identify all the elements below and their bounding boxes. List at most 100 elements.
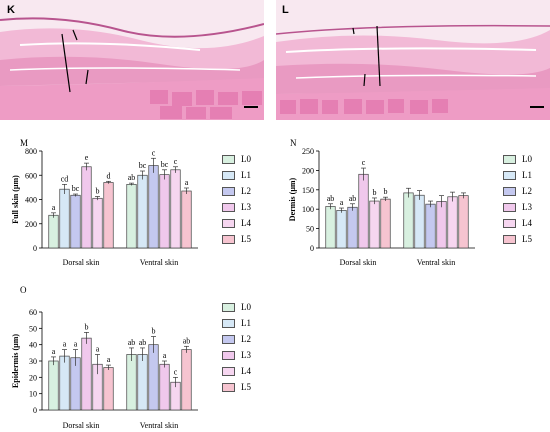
legend-swatch — [503, 218, 516, 228]
legend-item: L3 — [222, 347, 251, 363]
y-axis-label: Dermis (μm) — [288, 177, 297, 221]
legend-swatch — [222, 350, 235, 360]
y-tick-label: 400 — [25, 196, 37, 205]
legend-epidermis: L0 L1 L2 L3 L4 L5 — [222, 299, 251, 395]
legend-item: L2 — [222, 183, 251, 199]
legend-label: L1 — [241, 318, 251, 328]
bar — [70, 194, 81, 249]
legend-swatch — [222, 154, 235, 164]
bar — [414, 194, 425, 249]
y-tick-label: 600 — [25, 171, 37, 180]
significance-letter: c — [174, 157, 178, 166]
legend-label: L0 — [241, 302, 251, 312]
bar — [458, 195, 469, 249]
bar — [380, 198, 391, 249]
significance-letter: b — [96, 186, 100, 195]
significance-letter: bc — [72, 184, 80, 193]
y-tick-label: 60 — [29, 308, 37, 317]
bar — [148, 165, 159, 249]
significance-letter: ab — [128, 338, 136, 347]
legend-label: L5 — [241, 382, 251, 392]
legend-full-skin: L0 L1 L2 L3 L4 L5 — [222, 151, 251, 247]
significance-letter: d — [107, 171, 111, 180]
bar — [103, 367, 114, 411]
significance-letter: a — [74, 340, 78, 349]
legend-item: L0 — [222, 299, 251, 315]
legend-item: L3 — [222, 199, 251, 215]
y-tick-label: 40 — [29, 341, 37, 350]
legend-item: L2 — [503, 183, 532, 199]
bar — [181, 190, 192, 249]
legend-item: L5 — [503, 231, 532, 247]
significance-letter: b — [384, 187, 388, 196]
bar — [59, 188, 70, 249]
y-tick-label: 50 — [29, 324, 37, 333]
bar — [126, 354, 137, 411]
legend-swatch — [222, 302, 235, 312]
y-tick-label: 250 — [302, 147, 314, 156]
bar — [181, 349, 192, 411]
category-label: Ventral skin — [140, 421, 178, 430]
legend-item: L1 — [222, 167, 251, 183]
significance-letter: e — [85, 153, 89, 162]
y-tick-label: 0 — [33, 406, 37, 415]
panel-letter: M — [20, 138, 28, 148]
legend-dermis: L0 L1 L2 L3 L4 L5 — [503, 151, 532, 247]
significance-letter: ab — [128, 173, 136, 182]
legend-swatch — [503, 154, 516, 164]
significance-letter: cd — [61, 174, 69, 183]
y-tick-label: 10 — [29, 390, 37, 399]
significance-letter: a — [185, 178, 189, 187]
legend-item: L1 — [222, 315, 251, 331]
bar — [403, 192, 414, 249]
legend-label: L5 — [241, 234, 251, 244]
bar — [447, 196, 458, 249]
significance-letter: a — [63, 340, 67, 349]
y-tick-label: 50 — [306, 225, 314, 234]
y-tick-label: 20 — [29, 373, 37, 382]
significance-letter: ab — [327, 194, 335, 203]
bar — [137, 174, 148, 249]
legend-label: L2 — [241, 334, 251, 344]
panel-letter: N — [290, 138, 297, 148]
legend-swatch — [222, 186, 235, 196]
y-axis-label: Full skin (μm) — [11, 175, 20, 224]
y-tick-label: 800 — [25, 147, 37, 156]
legend-swatch — [222, 170, 235, 180]
legend-label: L3 — [241, 202, 251, 212]
bar — [159, 174, 170, 249]
legend-swatch — [222, 382, 235, 392]
legend-item: L0 — [222, 151, 251, 167]
category-label: Ventral skin — [140, 258, 178, 267]
bar — [92, 197, 103, 249]
significance-letter: b — [373, 188, 377, 197]
chart-epidermis: O 0 10 20 30 40 50 60 Epidermis (μm) a a a b a a Dorsal… — [0, 282, 200, 432]
y-tick-label: 0 — [33, 244, 37, 253]
legend-swatch — [222, 218, 235, 228]
legend-swatch — [503, 234, 516, 244]
legend-item: L1 — [503, 167, 532, 183]
legend-item: L4 — [222, 215, 251, 231]
significance-letter: ab — [183, 336, 191, 345]
legend-label: L3 — [241, 350, 251, 360]
bar — [347, 206, 358, 249]
significance-letter: c — [152, 148, 156, 157]
legend-swatch — [503, 186, 516, 196]
bar — [48, 360, 59, 411]
bar — [81, 337, 92, 411]
legend-label: L2 — [241, 186, 251, 196]
significance-letter: bc — [139, 161, 147, 170]
legend-label: L4 — [522, 218, 532, 228]
legend-label: L0 — [241, 154, 251, 164]
legend-item: L3 — [503, 199, 532, 215]
chart-full-skin: M 0 200 400 600 800 Full skin (μm) a cd bc e b d Dors… — [0, 135, 200, 272]
histology-image-l — [276, 0, 550, 120]
y-tick-label: 100 — [302, 205, 314, 214]
legend-item: L0 — [503, 151, 532, 167]
bar — [103, 182, 114, 249]
significance-letter: a — [96, 344, 100, 353]
legend-label: L4 — [241, 366, 251, 376]
chart-dermis-svg: N 0 50 100 150 200 250 Dermis (μm) ab a ab c b b Dorsa… — [288, 138, 475, 267]
category-label: Dorsal skin — [340, 258, 377, 267]
significance-letter: b — [152, 327, 156, 336]
